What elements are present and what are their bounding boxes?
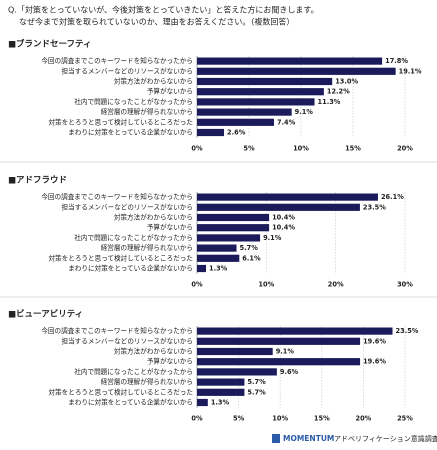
category-label: 担当するメンバーなどのリソースがないから (61, 66, 193, 75)
value-label: 1.3% (211, 399, 230, 407)
bar (197, 244, 237, 252)
bar (197, 234, 261, 242)
x-tick-label: 0% (191, 415, 203, 423)
x-tick-label: 20% (328, 281, 344, 289)
value-label: 23.5% (363, 203, 386, 211)
value-label: 2.6% (227, 129, 246, 137)
category-label: 社内で問題になったことがなかったから (74, 233, 193, 242)
bar (197, 108, 292, 116)
bar (197, 128, 225, 137)
value-label: 11.3% (318, 98, 341, 106)
value-label: 26.1% (381, 193, 404, 201)
bar (197, 388, 245, 396)
category-label: 対策方法がわからないから (114, 347, 193, 356)
category-label: まわりに対策をとっている企業がないから (68, 264, 193, 273)
category-label: 予算がないから (147, 357, 193, 366)
x-tick-label: 15% (345, 145, 361, 153)
value-label: 23.5% (396, 327, 419, 335)
x-tick-label: 25% (397, 415, 413, 423)
bar (197, 368, 277, 376)
category-label: 対策をとろうと思って検討しているところだった (48, 253, 193, 262)
value-label: 12.2% (327, 88, 350, 96)
bar (197, 224, 270, 232)
category-label: 対策方法がわからないから (114, 213, 193, 222)
category-label: 社内で問題になったことがなかったから (74, 367, 193, 376)
value-label: 10.4% (272, 224, 295, 232)
value-label: 5.7% (247, 388, 266, 396)
value-label: 19.1% (399, 67, 422, 75)
category-label: 今回の調査までこのキーワードを知らなかったから (41, 56, 193, 65)
value-label: 10.4% (272, 214, 295, 222)
x-tick-label: 30% (397, 281, 413, 289)
bar (197, 88, 324, 96)
value-label: 19.6% (363, 358, 386, 366)
bar (197, 264, 207, 273)
category-label: 経営層の理解が得られないから (101, 377, 193, 386)
bar (197, 337, 361, 345)
x-tick-label: 20% (356, 415, 372, 423)
chart-title: ■ビューアビリティ (8, 309, 83, 320)
value-label: 13.0% (335, 78, 358, 86)
footer-text: アドベリフィケーション意識調査2018 (334, 434, 437, 443)
bar (197, 98, 315, 106)
bar (197, 213, 270, 222)
bar (197, 57, 383, 65)
category-label: 今回の調査までこのキーワードを知らなかったから (41, 326, 193, 335)
category-label: 担当するメンバーなどのリソースがないから (61, 202, 193, 211)
value-label: 9.1% (263, 234, 282, 242)
x-tick-label: 0% (191, 281, 203, 289)
value-label: 17.8% (385, 57, 408, 65)
category-label: 経営層の理解が得られないから (101, 243, 193, 252)
x-tick-label: 10% (293, 145, 309, 153)
x-tick-label: 10% (272, 415, 288, 423)
category-label: 経営層の理解が得られないから (101, 107, 193, 116)
category-label: 予算がないから (147, 87, 193, 96)
bar (197, 327, 393, 335)
bar (197, 398, 208, 407)
value-label: 19.6% (363, 337, 386, 345)
logo-icon (272, 434, 280, 443)
category-label: 対策方法がわからないから (114, 77, 193, 86)
chart-title: ■アドフラウド (8, 176, 67, 186)
bar (197, 347, 273, 356)
bar (197, 358, 361, 366)
question-line: Q.「対策をとっていないが、今後対策をとっていきたい」と答えた方にお聞きします。 (8, 5, 319, 15)
category-label: 社内で問題になったことがなかったから (74, 97, 193, 106)
value-label: 9.6% (280, 368, 299, 376)
bar (197, 193, 378, 201)
x-tick-label: 20% (397, 145, 413, 153)
category-label: 今回の調査までこのキーワードを知らなかったから (41, 192, 193, 201)
x-tick-label: 10% (258, 281, 274, 289)
x-tick-label: 5% (243, 145, 255, 153)
x-tick-label: 15% (314, 415, 330, 423)
bar (197, 254, 240, 262)
value-label: 6.1% (242, 254, 261, 262)
value-label: 9.1% (295, 108, 314, 116)
bar (197, 378, 245, 386)
category-label: 担当するメンバーなどのリソースがないから (61, 336, 193, 345)
category-label: 予算がないから (147, 223, 193, 232)
x-tick-label: 5% (233, 415, 245, 423)
value-label: 5.7% (247, 378, 266, 386)
bar (197, 118, 274, 126)
bar (197, 77, 333, 86)
chart-title: ■ブランドセーフティ (8, 39, 92, 50)
category-label: 対策をとろうと思って検討しているところだった (48, 387, 193, 396)
value-label: 5.7% (240, 244, 259, 252)
value-label: 1.3% (209, 265, 228, 273)
question-line: なぜ今まで対策を取られていないのか、理由をお答えください。（複数回答） (19, 17, 294, 27)
footer-brand: MOMENTUM (283, 434, 334, 443)
category-label: まわりに対策をとっている企業がないから (68, 128, 193, 137)
value-label: 9.1% (276, 348, 295, 356)
bar (197, 203, 360, 211)
value-label: 7.4% (277, 118, 296, 126)
bar (197, 67, 396, 75)
x-tick-label: 0% (191, 145, 203, 153)
category-label: 対策をとろうと思って検討しているところだった (48, 117, 193, 126)
category-label: まわりに対策をとっている企業がないから (68, 398, 193, 407)
